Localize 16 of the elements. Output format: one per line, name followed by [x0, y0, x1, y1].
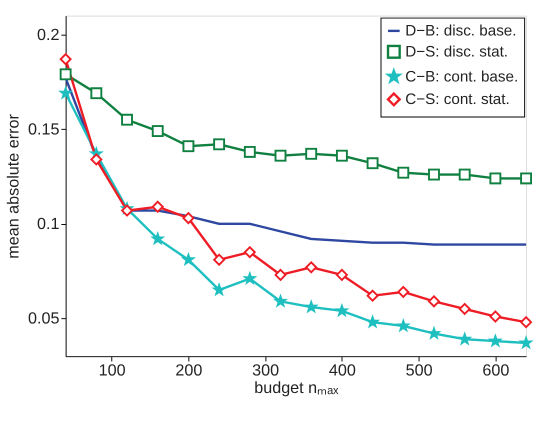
- y-tick-label: 0.15: [28, 120, 60, 138]
- legend-label: D−S: disc. stat.: [405, 44, 508, 61]
- x-tick-label: 300: [252, 362, 280, 380]
- y-tick-label: 0.05: [28, 310, 60, 328]
- x-tick-label: 200: [175, 362, 202, 380]
- x-tick-label: 400: [328, 362, 356, 380]
- x-tick-label: 500: [406, 362, 433, 380]
- y-axis-title: mean absolute error: [4, 114, 22, 259]
- x-tick-label: 100: [98, 362, 126, 380]
- legend-label: D−B: disc. base.: [405, 22, 517, 40]
- legend-label: C−S: cont. stat.: [405, 91, 510, 108]
- legend-label: C−B: cont. base.: [405, 68, 518, 86]
- x-tick-label: 600: [482, 362, 510, 380]
- y-tick-label: 0.2: [36, 26, 60, 44]
- x-axis-title: budget nₘₐₓ: [254, 378, 340, 397]
- y-tick-label: 0.1: [36, 215, 60, 234]
